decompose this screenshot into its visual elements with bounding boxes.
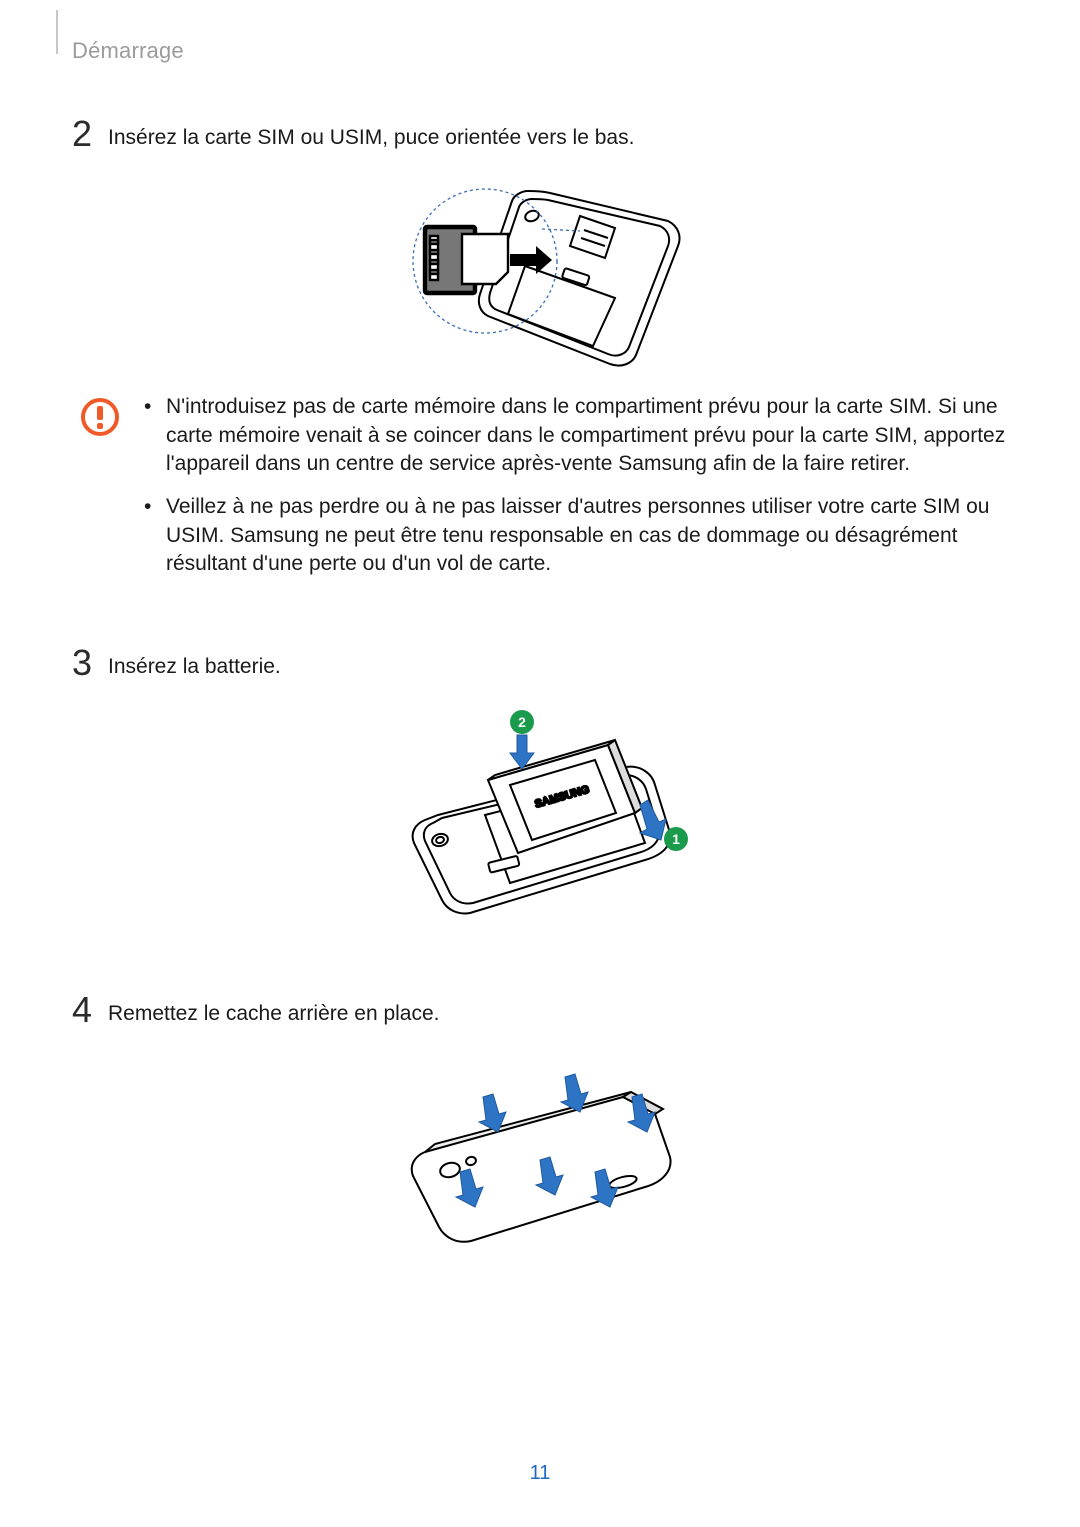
step-text: Remettez le cache arrière en place. (108, 1000, 440, 1028)
bullet-dot: • (144, 393, 166, 421)
caution-icon (80, 397, 120, 442)
page-number: 11 (0, 1462, 1080, 1485)
figure-back-cover (72, 1052, 1008, 1252)
step-2: 2 Insérez la carte SIM ou USIM, puce ori… (72, 122, 1008, 152)
step-number: 3 (72, 645, 108, 681)
figure-battery-insert: SAMSUNG 2 1 (72, 705, 1008, 940)
step-text: Insérez la batterie. (108, 653, 281, 681)
step-4: 4 Remettez le cache arrière en place. (72, 998, 1008, 1028)
header-left-rule (56, 10, 58, 54)
bullet-text: N'introduisez pas de carte mémoire dans … (166, 393, 1008, 479)
list-item: • N'introduisez pas de carte mémoire dan… (144, 393, 1008, 479)
step-3: 3 Insérez la batterie. (72, 651, 1008, 681)
step-number: 2 (72, 116, 108, 152)
list-item: • Veillez à ne pas perdre ou à ne pas la… (144, 493, 1008, 579)
manual-page: Démarrage 2 Insérez la carte SIM ou USIM… (0, 0, 1080, 1527)
step-text: Insérez la carte SIM ou USIM, puce orien… (108, 124, 634, 152)
step-badge-2: 2 (518, 714, 526, 730)
step-number: 4 (72, 992, 108, 1028)
bullet-dot: • (144, 493, 166, 521)
figure-sim-insert (72, 176, 1008, 371)
step-badge-1: 1 (672, 831, 680, 847)
caution-body: • N'introduisez pas de carte mémoire dan… (144, 393, 1008, 592)
bullet-text: Veillez à ne pas perdre ou à ne pas lais… (166, 493, 1008, 579)
caution-callout: • N'introduisez pas de carte mémoire dan… (72, 393, 1008, 592)
section-header: Démarrage (72, 38, 1008, 64)
